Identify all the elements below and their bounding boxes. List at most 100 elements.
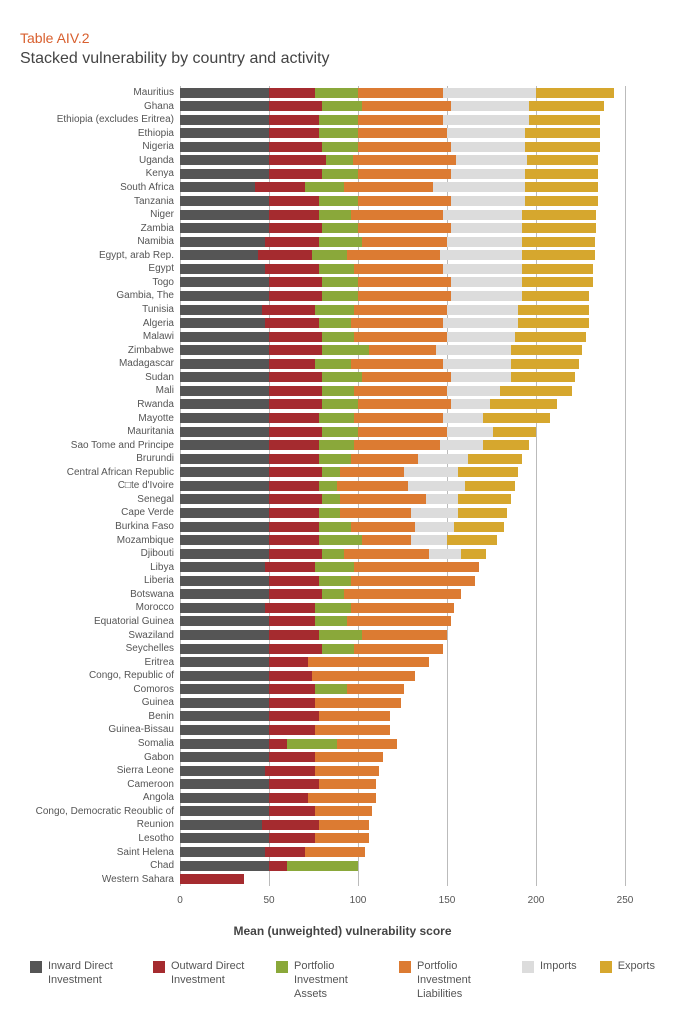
bar-segment: [269, 657, 308, 667]
country-label: Equatorial Guinea: [94, 616, 180, 627]
country-label: Western Sahara: [102, 874, 180, 885]
bar-segment: [180, 874, 244, 884]
bar-segment: [362, 630, 447, 640]
country-label: Tanzania: [134, 196, 180, 207]
bar-segment: [269, 399, 322, 409]
bar-segment: [180, 440, 269, 450]
bar-segment: [418, 454, 468, 464]
bar-segment: [411, 508, 457, 518]
bar-segment: [305, 847, 366, 857]
bar-segment: [319, 210, 351, 220]
bar-segment: [518, 305, 589, 315]
table-label: Table AIV.2: [20, 30, 665, 46]
x-tick-label: 150: [439, 895, 456, 906]
bar-segment: [269, 535, 319, 545]
stacked-bar: [180, 603, 625, 613]
bar-segment: [322, 467, 340, 477]
bar-segment: [319, 779, 376, 789]
legend-swatch: [30, 961, 42, 973]
bar-segment: [415, 522, 454, 532]
chart-area: 050100150200250 MauritiusGhanaEthiopia (…: [180, 86, 625, 906]
bar-segment: [180, 359, 269, 369]
bar-segment: [180, 589, 269, 599]
bar-row: C□te d'Ivoire: [180, 479, 625, 492]
bar-segment: [180, 182, 255, 192]
bar-segment: [269, 427, 322, 437]
stacked-bar: [180, 440, 625, 450]
country-label: Rwanda: [137, 399, 180, 410]
bar-segment: [411, 535, 447, 545]
bar-segment: [180, 305, 262, 315]
bar-segment: [500, 386, 571, 396]
bar-segment: [522, 250, 595, 260]
bar-segment: [451, 169, 526, 179]
bar-segment: [354, 305, 447, 315]
bar-segment: [315, 359, 351, 369]
bar-segment: [269, 345, 322, 355]
country-label: Mauritania: [127, 426, 180, 437]
chart-title: Stacked vulnerability by country and act…: [20, 50, 665, 68]
country-label: Reunion: [137, 819, 180, 830]
stacked-bar: [180, 549, 625, 559]
country-label: Cape Verde: [121, 507, 180, 518]
bar-segment: [362, 101, 451, 111]
bar-segment: [180, 210, 269, 220]
bar-segment: [351, 318, 444, 328]
bar-row: Liberia: [180, 574, 625, 587]
bar-row: Sierra Leone: [180, 764, 625, 777]
bar-segment: [319, 318, 351, 328]
stacked-bar: [180, 182, 625, 192]
bar-segment: [319, 508, 340, 518]
legend-swatch: [600, 961, 612, 973]
country-label: Kenya: [146, 168, 180, 179]
bar-segment: [443, 359, 511, 369]
stacked-bar: [180, 684, 625, 694]
bar-segment: [269, 210, 319, 220]
bar-segment: [447, 535, 497, 545]
bar-segment: [522, 291, 590, 301]
stacked-bar: [180, 128, 625, 138]
bar-row: Mauritius: [180, 86, 625, 99]
bar-segment: [451, 101, 529, 111]
country-label: Eritrea: [145, 657, 180, 668]
bar-segment: [180, 481, 269, 491]
legend: Inward Direct InvestmentOutward Direct I…: [20, 960, 665, 1001]
bar-segment: [180, 793, 269, 803]
bar-row: Eritrea: [180, 656, 625, 669]
bar-row: Ethiopia (excludes Eritrea): [180, 113, 625, 126]
bar-segment: [443, 264, 521, 274]
bar-row: Ghana: [180, 100, 625, 113]
bar-segment: [180, 237, 265, 247]
x-tick-label: 100: [350, 895, 367, 906]
bar-segment: [351, 522, 415, 532]
bar-segment: [180, 399, 269, 409]
bar-segment: [315, 725, 390, 735]
bar-segment: [522, 210, 597, 220]
bar-segment: [458, 508, 508, 518]
stacked-bar: [180, 576, 625, 586]
bar-segment: [319, 413, 355, 423]
bar-segment: [315, 616, 347, 626]
x-tick-label: 0: [177, 895, 183, 906]
bar-row: Libya: [180, 561, 625, 574]
bar-segment: [458, 494, 511, 504]
bar-segment: [315, 752, 383, 762]
bar-row: Burkina Faso: [180, 520, 625, 533]
bar-segment: [269, 467, 322, 477]
bar-segment: [451, 399, 490, 409]
bar-row: Tunisia: [180, 303, 625, 316]
bar-row: Mauritania: [180, 425, 625, 438]
bar-segment: [525, 128, 600, 138]
bar-row: Djibouti: [180, 547, 625, 560]
bar-row: Ethiopia: [180, 127, 625, 140]
bar-segment: [308, 657, 429, 667]
bar-segment: [468, 454, 521, 464]
x-tick-label: 200: [528, 895, 545, 906]
country-label: South Africa: [120, 182, 180, 193]
bar-row: Nigeria: [180, 140, 625, 153]
bar-row: Guinea-Bissau: [180, 723, 625, 736]
bar-segment: [344, 182, 433, 192]
bar-segment: [451, 291, 522, 301]
bar-segment: [344, 589, 461, 599]
legend-item: Portfolio Investment Liabilities: [399, 960, 499, 1001]
